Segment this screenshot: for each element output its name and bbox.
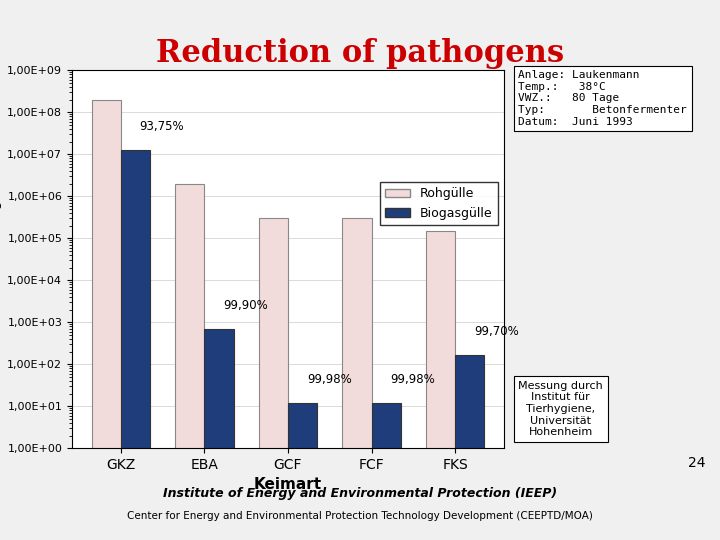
Bar (372, 403, 401, 540)
Bar (426, 231, 455, 540)
Bar (455, 355, 485, 540)
Text: Center for Energy and Environmental Protection Technology Development (CEEPTD/MO: Center for Energy and Environmental Prot… (127, 511, 593, 521)
Text: 99,98%: 99,98% (390, 373, 435, 386)
Bar (204, 329, 234, 540)
Bar (342, 218, 372, 540)
Bar (258, 218, 288, 540)
Text: 93,75%: 93,75% (140, 120, 184, 133)
Text: Institute of Energy and Environmental Protection (IEEP): Institute of Energy and Environmental Pr… (163, 487, 557, 500)
Legend: Rohgülle, Biogasgülle: Rohgülle, Biogasgülle (380, 183, 498, 225)
Bar (288, 403, 318, 540)
X-axis label: Keimart: Keimart (254, 477, 322, 492)
Text: Anlage: Laukenmann
Temp.:   38°C
VWZ.:   80 Tage
Typ:       Betonfermenter
Datum: Anlage: Laukenmann Temp.: 38°C VWZ.: 80 … (518, 70, 687, 126)
Text: 99,98%: 99,98% (307, 373, 351, 386)
Bar (91, 99, 121, 540)
Bar (121, 150, 150, 540)
Bar (175, 184, 204, 540)
Text: Messung durch
Institut für
Tierhygiene,
Universität
Hohenheim: Messung durch Institut für Tierhygiene, … (518, 381, 603, 437)
Text: Reduction of pathogens: Reduction of pathogens (156, 38, 564, 69)
Y-axis label: Anzahl in KBE / g: Anzahl in KBE / g (0, 200, 1, 318)
Text: 99,70%: 99,70% (474, 325, 518, 338)
Text: 24: 24 (688, 456, 706, 470)
Text: 99,90%: 99,90% (223, 299, 268, 312)
